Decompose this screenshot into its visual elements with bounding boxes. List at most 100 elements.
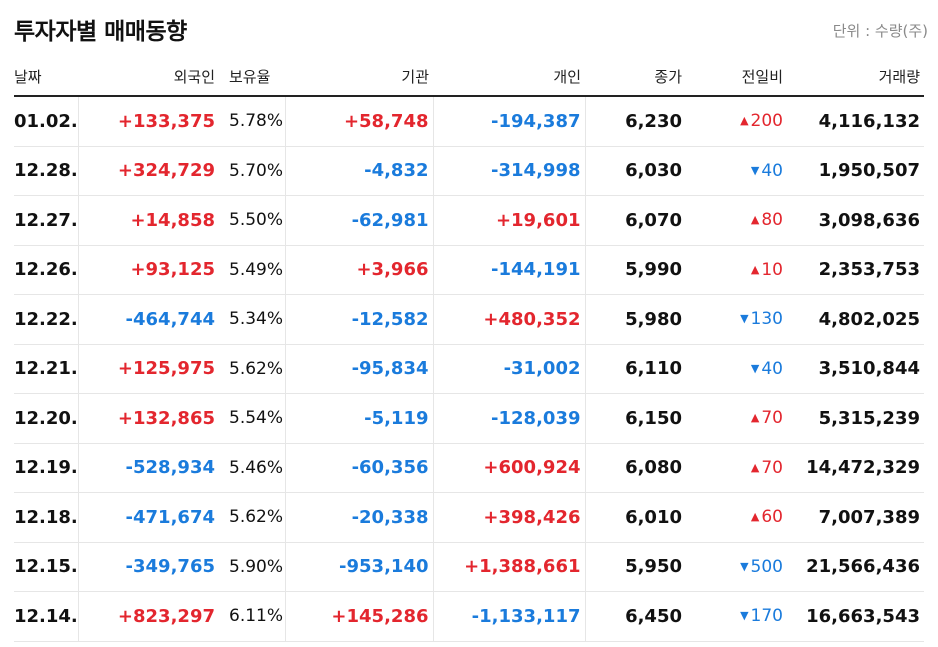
cell-individual: +19,601 [433, 195, 586, 246]
cell-individual: +398,426 [433, 492, 586, 543]
cell-volume: 2,353,753 [787, 245, 924, 295]
up-triangle-icon: ▲ [750, 411, 760, 425]
change-value: 130 [750, 309, 783, 330]
col-header-foreign: 외국인 [78, 57, 219, 97]
cell-close: 6,110 [585, 344, 686, 394]
cell-change: ▲ 70 [686, 443, 787, 493]
cell-foreign: -528,934 [78, 443, 219, 493]
col-header-institution: 기관 [285, 57, 433, 97]
cell-foreign: -471,674 [78, 492, 219, 543]
cell-change: ▼ 40 [686, 344, 787, 394]
cell-date: 12.19. [14, 443, 79, 493]
cell-ratio: 5.54% [219, 393, 286, 444]
cell-foreign: -464,744 [78, 294, 219, 345]
cell-volume: 21,566,436 [787, 542, 924, 592]
cell-volume: 14,472,329 [787, 443, 924, 493]
cell-ratio: 5.90% [219, 542, 286, 592]
change-value: 70 [761, 457, 783, 478]
cell-close: 6,150 [585, 393, 686, 444]
cell-foreign: +324,729 [78, 146, 219, 196]
cell-institution: -95,834 [285, 344, 434, 394]
cell-change: ▲ 60 [686, 492, 787, 543]
cell-institution: -953,140 [285, 542, 434, 592]
down-triangle-icon: ▼ [750, 361, 760, 375]
cell-change: ▼ 500 [686, 542, 787, 592]
cell-volume: 3,098,636 [787, 195, 924, 246]
cell-change: ▲ 10 [686, 245, 787, 295]
page-title: 투자자별 매매동향 [14, 19, 187, 45]
trading-table: 날짜 외국인 보유율 기관 개인 종가 전일비 거래량 01.02. +133,3… [14, 57, 924, 642]
cell-date: 12.28. [14, 146, 79, 196]
cell-volume: 4,802,025 [787, 294, 924, 345]
table-row: 12.28. +324,729 5.70% -4,832 -314,998 6,030 ▼ 4… [14, 146, 924, 196]
cell-ratio: 5.49% [219, 245, 286, 295]
cell-ratio: 5.34% [219, 294, 286, 345]
cell-individual: +1,388,661 [433, 542, 586, 592]
cell-foreign: +132,865 [78, 393, 219, 444]
up-triangle-icon: ▲ [750, 213, 760, 227]
change-value: 80 [761, 210, 783, 231]
change-value: 500 [750, 556, 783, 577]
cell-close: 5,980 [585, 294, 686, 345]
cell-date: 12.18. [14, 492, 79, 543]
cell-change: ▼ 170 [686, 591, 787, 642]
cell-ratio: 5.46% [219, 443, 286, 493]
cell-institution: -60,356 [285, 443, 434, 493]
up-triangle-icon: ▲ [750, 510, 760, 524]
cell-institution: +145,286 [285, 591, 434, 642]
table-row: 12.22. -464,744 5.34% -12,582 +480,352 5,980 ▼… [14, 294, 924, 345]
cell-ratio: 5.50% [219, 195, 286, 246]
col-header-ratio: 보유율 [219, 57, 285, 97]
cell-date: 12.21. [14, 344, 79, 394]
table-body: 01.02. +133,375 5.78% +58,748 -194,387 6,230 ▲… [14, 96, 924, 642]
cell-close: 6,030 [585, 146, 686, 196]
table-row: 12.18. -471,674 5.62% -20,338 +398,426 6,010 ▲… [14, 492, 924, 543]
cell-volume: 5,315,239 [787, 393, 924, 444]
table-row: 12.19. -528,934 5.46% -60,356 +600,924 6,080 ▲… [14, 443, 924, 493]
cell-volume: 7,007,389 [787, 492, 924, 543]
change-value: 170 [750, 606, 783, 627]
cell-volume: 1,950,507 [787, 146, 924, 196]
cell-institution: -4,832 [285, 146, 434, 196]
cell-individual: -1,133,117 [433, 591, 586, 642]
table-header-row: 날짜 외국인 보유율 기관 개인 종가 전일비 거래량 [14, 57, 924, 97]
cell-date: 12.27. [14, 195, 79, 246]
cell-change: ▼ 130 [686, 294, 787, 345]
table-row: 12.27. +14,858 5.50% -62,981 +19,601 6,070 ▲ 80… [14, 195, 924, 246]
cell-volume: 16,663,543 [787, 591, 924, 642]
cell-close: 6,010 [585, 492, 686, 543]
cell-date: 12.26. [14, 245, 79, 295]
change-value: 60 [761, 507, 783, 528]
table-row: 12.26. +93,125 5.49% +3,966 -144,191 5,990 ▲ 10… [14, 245, 924, 295]
col-header-individual: 개인 [433, 57, 585, 97]
cell-date: 12.20. [14, 393, 79, 444]
cell-close: 6,230 [585, 96, 686, 147]
cell-individual: +480,352 [433, 294, 586, 345]
up-triangle-icon: ▲ [750, 262, 760, 276]
cell-close: 6,080 [585, 443, 686, 493]
up-triangle-icon: ▲ [740, 114, 749, 128]
col-header-change: 전일비 [686, 57, 787, 97]
unit-label: 단위 : 수량(주) [832, 22, 928, 40]
down-triangle-icon: ▼ [740, 559, 749, 573]
col-header-close: 종가 [585, 57, 686, 97]
cell-change: ▲ 70 [686, 393, 787, 444]
cell-change: ▲ 80 [686, 195, 787, 246]
cell-foreign: -349,765 [78, 542, 219, 592]
down-triangle-icon: ▼ [740, 609, 749, 623]
change-value: 10 [761, 259, 783, 280]
cell-volume: 3,510,844 [787, 344, 924, 394]
cell-individual: -314,998 [433, 146, 586, 196]
cell-individual: -144,191 [433, 245, 586, 295]
down-triangle-icon: ▼ [750, 163, 760, 177]
cell-date: 12.22. [14, 294, 79, 345]
cell-close: 6,450 [585, 591, 686, 642]
table-row: 12.21. +125,975 5.62% -95,834 -31,002 6,110 ▼ 4… [14, 344, 924, 394]
cell-ratio: 5.70% [219, 146, 286, 196]
cell-institution: -62,981 [285, 195, 434, 246]
cell-ratio: 5.62% [219, 344, 286, 394]
change-value: 200 [750, 111, 783, 132]
change-value: 40 [761, 358, 783, 379]
cell-change: ▲ 200 [686, 96, 787, 147]
